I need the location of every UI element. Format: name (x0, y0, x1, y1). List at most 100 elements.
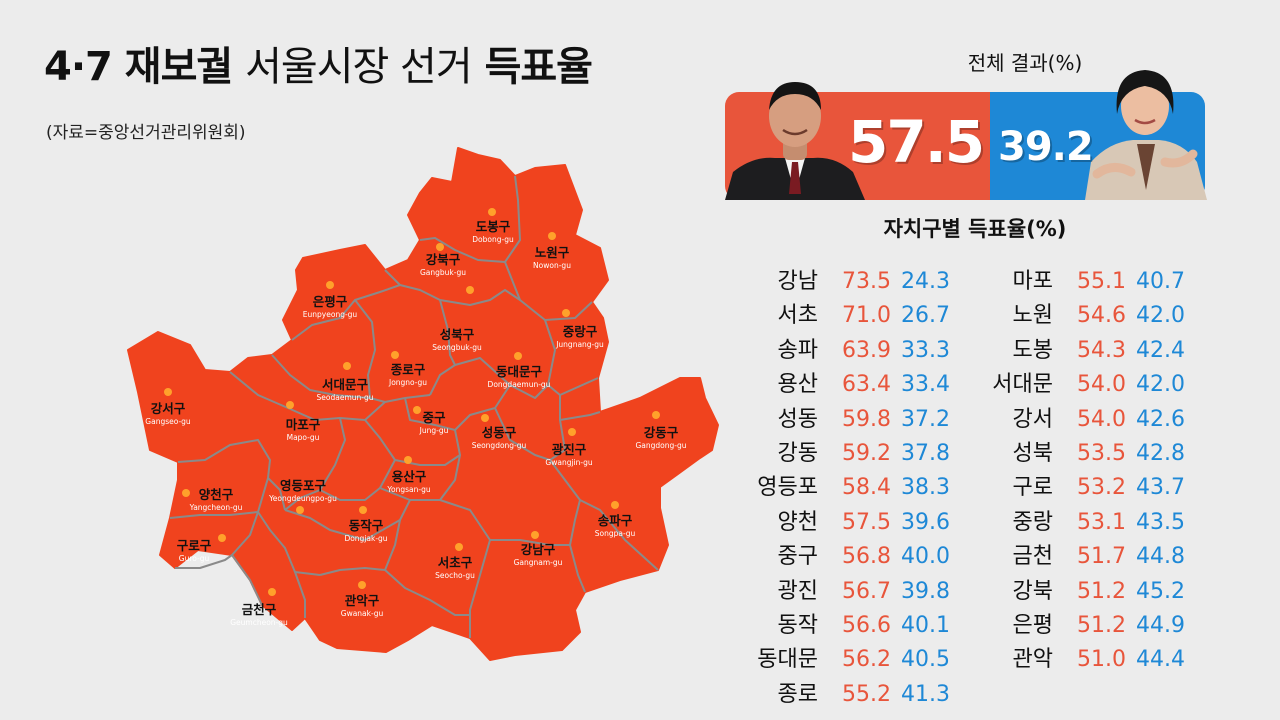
result-park-pct: 44.9 (1136, 612, 1185, 638)
result-row: 성동 59.8 37.2 (740, 403, 1000, 437)
district-name-ko: 동작구 (348, 518, 384, 533)
district-name-ko: 마포구 (285, 417, 321, 432)
district-label: 서초구 Seocho-gu (435, 555, 475, 580)
district-label: 광진구 Gwangjin-gu (545, 443, 592, 466)
result-district-name: 서초 (777, 303, 818, 329)
district-name-ko: 성동구 (481, 425, 517, 440)
district-name-en: Guro-gu (178, 553, 210, 563)
result-row: 동대문 56.2 40.5 (740, 643, 1000, 677)
candidate-park-portrait (1085, 70, 1207, 200)
result-park-pct: 38.3 (901, 475, 950, 501)
result-district-name: 중랑 (1012, 509, 1053, 535)
result-row: 구로 53.2 43.7 (975, 471, 1235, 505)
result-park-pct: 42.4 (1136, 337, 1185, 363)
result-row: 용산 63.4 33.4 (740, 368, 1000, 402)
result-park-pct: 42.0 (1136, 372, 1185, 398)
result-oh-pct: 56.6 (842, 612, 891, 638)
result-district-name: 강남 (777, 269, 818, 294)
result-park-pct: 45.2 (1136, 578, 1185, 604)
result-oh-pct: 51.0 (1077, 647, 1126, 673)
result-row: 성북 53.5 42.8 (975, 437, 1235, 471)
district-name-ko: 용산구 (391, 469, 427, 484)
district-name-en: Gwanak-gu (340, 608, 384, 618)
result-district-name: 광진 (777, 578, 818, 604)
district-label: 도봉구 Dobong-gu (472, 220, 513, 243)
result-park-pct: 40.0 (901, 544, 950, 570)
result-park-pct: 40.1 (901, 612, 950, 638)
result-park-pct: 42.8 (1136, 440, 1185, 466)
district-label: 영등포구 Yeongdeungpo-gu (269, 479, 337, 502)
district-results-title: 자치구별 득표율(%) (883, 217, 1067, 241)
result-district-name: 서대문 (992, 372, 1053, 398)
district-label: 중랑구 Jungnang-gu (556, 325, 604, 349)
result-district-name: 중구 (777, 544, 818, 570)
district-name-ko: 구로구 (176, 538, 212, 553)
district-name-en: Gangbuk-gu (420, 267, 466, 277)
district-results-left: 강남 73.5 24.3 서초 71.0 26.7 송파 63.9 33.3 용산 63.4 33.4… (740, 265, 1000, 712)
result-district-name: 마포 (1012, 269, 1053, 294)
district-name-en: Seocho-gu (435, 570, 475, 580)
result-oh-pct: 51.2 (1077, 612, 1126, 638)
result-oh-pct: 51.2 (1077, 578, 1126, 604)
district-label: 양천구 Yangcheon-gu (189, 488, 243, 512)
result-oh-pct: 63.9 (842, 337, 891, 363)
district-name-ko: 서초구 (437, 555, 473, 570)
seoul-map: 도봉구 Dobong-gu 노원구 Nowon-gu 강북구 Gangbuk-gu 은평구 E… (127, 147, 719, 661)
result-row: 관악 51.0 44.4 (975, 643, 1235, 677)
result-row: 서초 71.0 26.7 (740, 299, 1000, 333)
result-oh-pct: 56.2 (842, 647, 891, 673)
district-name-en: Geumcheon-gu (230, 617, 288, 627)
district-name-ko: 성북구 (439, 327, 475, 342)
district-label: 서대문구 Seodaemun-gu (317, 378, 374, 401)
seoul-outline (127, 147, 719, 661)
result-district-name: 구로 (1012, 475, 1053, 501)
district-label: 성북구 Seongbuk-gu (432, 327, 482, 351)
result-oh-pct: 51.7 (1077, 544, 1126, 570)
page-title: 4·7 재보궐 서울시장 선거 득표율 (44, 34, 593, 92)
result-district-name: 강동 (777, 440, 818, 466)
oh-overall-pct: 57.5 (848, 108, 985, 176)
district-name-en: Jongno-gu (388, 377, 428, 387)
result-oh-pct: 54.3 (1077, 337, 1126, 363)
result-row: 노원 54.6 42.0 (975, 299, 1235, 333)
result-row: 종로 55.2 41.3 (740, 678, 1000, 712)
result-park-pct: 37.8 (901, 440, 950, 466)
district-label: 강동구 Gangdong-gu (635, 426, 686, 449)
result-row: 영등포 58.4 38.3 (740, 471, 1000, 505)
result-oh-pct: 53.1 (1077, 509, 1126, 535)
district-name-ko: 금천구 (241, 602, 277, 617)
result-district-name: 동작 (777, 612, 818, 638)
result-park-pct: 39.6 (901, 509, 950, 535)
result-park-pct: 39.8 (901, 578, 950, 604)
district-name-en: Seongdong-gu (471, 440, 527, 450)
district-name-en: Yangcheon-gu (189, 502, 243, 512)
district-name-en: Jungnang-gu (556, 339, 604, 349)
result-oh-pct: 55.2 (842, 681, 891, 707)
result-row: 광진 56.7 39.8 (740, 575, 1000, 609)
result-oh-pct: 73.5 (842, 269, 891, 294)
title-bold: 4·7 재보궐 (44, 44, 233, 90)
district-label: 용산구 Yongsan-gu (387, 469, 430, 493)
result-park-pct: 26.7 (901, 303, 950, 329)
district-label: 강남구 Gangnam-gu (514, 543, 563, 566)
result-row: 중랑 53.1 43.5 (975, 506, 1235, 540)
result-oh-pct: 56.7 (842, 578, 891, 604)
result-district-name: 송파 (777, 337, 818, 363)
result-row: 강남 73.5 24.3 (740, 265, 1000, 299)
result-oh-pct: 56.8 (842, 544, 891, 570)
result-park-pct: 42.6 (1136, 406, 1185, 432)
result-district-name: 도봉 (1012, 337, 1053, 363)
district-name-ko: 중구 (422, 410, 446, 425)
district-name-en: Mapo-gu (286, 432, 320, 442)
result-district-name: 은평 (1012, 612, 1053, 638)
district-name-en: Nowon-gu (533, 260, 571, 270)
result-oh-pct: 57.5 (842, 509, 891, 535)
result-park-pct: 40.7 (1136, 269, 1185, 294)
district-label: 종로구 Jongno-gu (388, 363, 428, 387)
result-district-name: 강북 (1012, 578, 1053, 604)
district-label: 구로구 Guro-gu (176, 538, 212, 563)
district-label: 동대문구 Dongdaemun-gu (488, 365, 551, 388)
result-district-name: 영등포 (757, 475, 818, 501)
result-park-pct: 24.3 (901, 269, 950, 294)
result-park-pct: 37.2 (901, 406, 950, 432)
